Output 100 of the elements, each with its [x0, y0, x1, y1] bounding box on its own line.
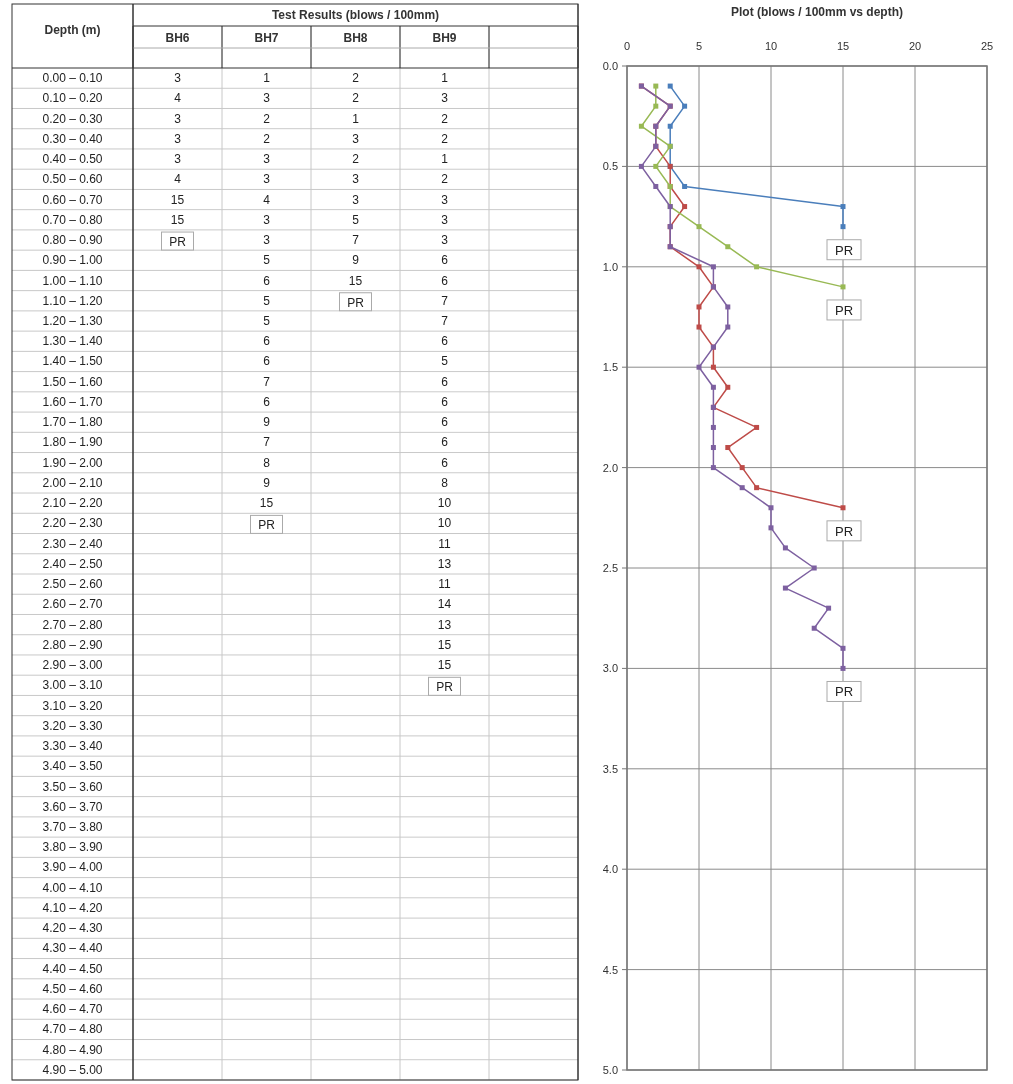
y-tick-label: 3.60 – 3.70	[42, 799, 103, 814]
point	[768, 505, 774, 511]
point	[710, 424, 716, 430]
text: 15	[170, 212, 185, 227]
point	[696, 364, 702, 370]
y-tick-label: 3.0	[602, 662, 618, 675]
y-tick-label: 0.60 – 0.70	[42, 192, 103, 207]
y-tick-label: 0.90 – 1.00	[42, 253, 103, 268]
x-tick-label: BH6	[165, 31, 190, 45]
text: 2	[263, 131, 270, 146]
point	[811, 565, 817, 571]
text: 3	[174, 152, 181, 167]
text: 7	[263, 435, 270, 450]
y-tick-label: 2.20 – 2.30	[42, 516, 103, 531]
text: 3	[441, 91, 448, 106]
y-tick-label: 0.30 – 0.40	[42, 131, 103, 146]
chart-title: Plot (blows / 100mm vs depth)	[730, 5, 904, 19]
text: 2	[352, 152, 359, 167]
text: 14	[437, 597, 452, 612]
text: 6	[441, 435, 448, 450]
text: 7	[441, 314, 448, 328]
point	[653, 103, 659, 109]
y-tick-label: 1.70 – 1.80	[42, 415, 103, 430]
text: 2	[441, 131, 448, 146]
point	[653, 183, 659, 189]
x-tick-label: 25	[980, 40, 994, 52]
y-axis-title: Depth (m)	[44, 23, 101, 37]
y-tick-label: 4.00 – 4.10	[42, 880, 103, 895]
annotation: PR	[834, 684, 854, 700]
point	[667, 123, 673, 129]
text: 6	[441, 273, 448, 288]
text: 6	[263, 394, 270, 409]
text: 3	[174, 71, 181, 86]
text: 3	[263, 91, 270, 106]
y-tick-label: 2.00 – 2.10	[42, 475, 103, 490]
point	[826, 605, 832, 611]
y-tick-label: 4.5	[602, 963, 618, 976]
y-tick-label: 1.20 – 1.30	[42, 314, 103, 328]
y-tick-label: 0.5	[602, 160, 618, 173]
text: 1	[441, 152, 448, 167]
point	[725, 445, 731, 451]
x-tick-label: 15	[836, 40, 850, 52]
text: 6	[263, 273, 270, 288]
y-tick-label: 0.00 – 0.10	[42, 71, 103, 86]
y-tick-label: 1.10 – 1.20	[42, 293, 103, 308]
text: PR	[169, 235, 186, 250]
text: 10	[437, 496, 452, 511]
text: 2	[441, 172, 448, 187]
text: 3	[352, 192, 359, 207]
point	[725, 384, 731, 390]
point	[754, 485, 760, 491]
text: 11	[438, 577, 451, 592]
y-tick-label: 2.80 – 2.90	[42, 637, 103, 652]
text: 13	[437, 617, 452, 632]
text: 4	[174, 91, 181, 106]
text: 6	[441, 415, 448, 430]
text: 3	[263, 212, 270, 227]
point	[696, 324, 702, 330]
text: 5	[352, 212, 359, 227]
y-tick-label: 2.40 – 2.50	[42, 556, 103, 571]
text: 6	[441, 374, 448, 389]
y-tick-label: 4.10 – 4.20	[42, 900, 103, 915]
text: 5	[263, 253, 270, 268]
point	[768, 525, 774, 531]
text: 8	[441, 475, 448, 490]
text: PR	[347, 295, 364, 310]
text: 1	[352, 111, 359, 126]
x-tick-label: BH8	[343, 31, 368, 45]
y-tick-label: 3.30 – 3.40	[42, 739, 103, 754]
text: 4	[263, 192, 270, 207]
text: 15	[437, 637, 452, 652]
point	[739, 465, 745, 471]
y-tick-label: 1.00 – 1.10	[42, 273, 103, 288]
point	[840, 224, 846, 230]
y-tick-label: 5.0	[602, 1064, 618, 1076]
text: PR	[258, 518, 275, 533]
y-tick-label: 4.90 – 5.00	[42, 1062, 103, 1077]
y-tick-label: 3.80 – 3.90	[42, 840, 103, 855]
y-tick-label: 3.40 – 3.50	[42, 759, 103, 774]
text: 2	[352, 71, 359, 86]
text: 5	[263, 293, 270, 308]
text: 6	[441, 455, 448, 470]
point	[739, 485, 745, 491]
annotation: PR	[834, 523, 854, 539]
text: 10	[437, 516, 452, 531]
x-tick-label: 0	[623, 40, 631, 52]
y-tick-label: 2.30 – 2.40	[42, 536, 103, 551]
text: 4	[174, 172, 181, 187]
y-tick-label: 1.0	[602, 260, 618, 273]
y-tick-label: 1.30 – 1.40	[42, 334, 103, 349]
y-tick-label: 3.70 – 3.80	[42, 820, 103, 834]
text: 3	[263, 233, 270, 248]
text: 3	[352, 172, 359, 187]
point	[696, 224, 702, 230]
text: 6	[441, 253, 448, 268]
point	[710, 364, 716, 370]
text: 5	[441, 354, 448, 369]
y-tick-label: 4.30 – 4.40	[42, 941, 103, 956]
point	[840, 645, 846, 651]
point	[682, 103, 688, 109]
